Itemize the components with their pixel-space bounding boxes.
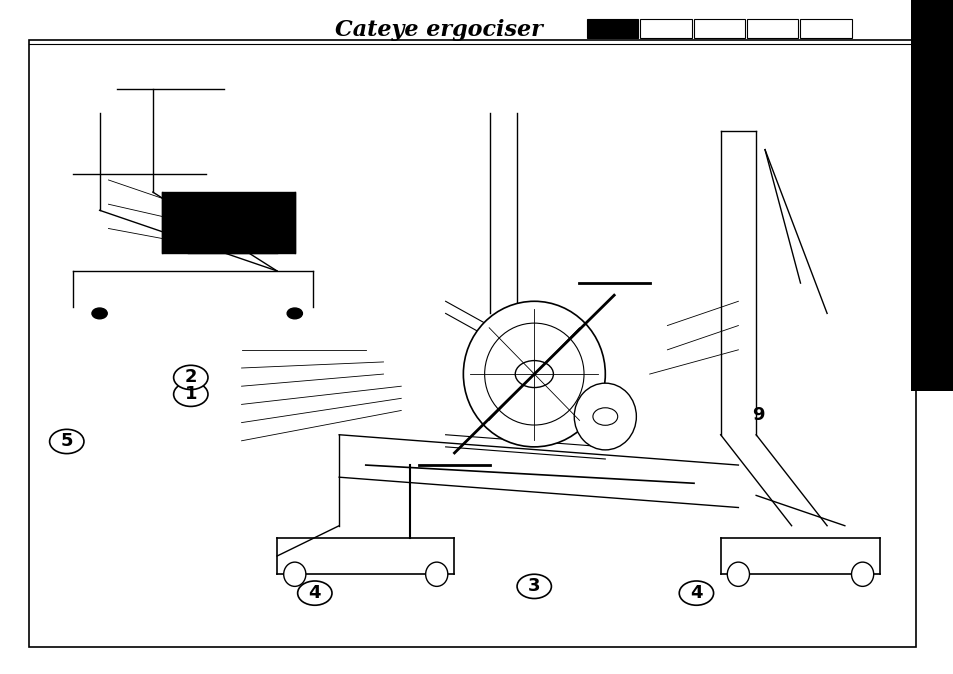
Bar bbox=[639, 19, 691, 38]
Text: 4: 4 bbox=[689, 584, 702, 602]
Text: 9: 9 bbox=[751, 406, 764, 423]
Ellipse shape bbox=[425, 562, 447, 586]
Circle shape bbox=[91, 308, 107, 319]
Ellipse shape bbox=[574, 383, 636, 450]
Bar bbox=[586, 19, 638, 38]
Ellipse shape bbox=[463, 301, 604, 447]
Circle shape bbox=[297, 581, 332, 605]
Ellipse shape bbox=[726, 562, 749, 586]
Text: 4: 4 bbox=[308, 584, 321, 602]
Ellipse shape bbox=[283, 562, 306, 586]
Circle shape bbox=[592, 408, 618, 425]
Circle shape bbox=[287, 308, 302, 319]
Circle shape bbox=[679, 581, 713, 605]
Circle shape bbox=[515, 361, 553, 388]
Text: 3: 3 bbox=[527, 578, 540, 595]
Bar bbox=[910, 0, 953, 391]
Text: Cateye ergociser: Cateye ergociser bbox=[335, 20, 542, 41]
Bar bbox=[746, 19, 798, 38]
Text: 1: 1 bbox=[184, 386, 197, 403]
Circle shape bbox=[173, 365, 208, 390]
Circle shape bbox=[173, 382, 208, 406]
Circle shape bbox=[50, 429, 84, 454]
Ellipse shape bbox=[851, 562, 873, 586]
Text: 5: 5 bbox=[60, 433, 73, 450]
Bar bbox=[693, 19, 744, 38]
Circle shape bbox=[517, 574, 551, 599]
Polygon shape bbox=[162, 192, 294, 253]
Ellipse shape bbox=[484, 323, 583, 425]
Bar bbox=[800, 19, 851, 38]
Text: 2: 2 bbox=[184, 369, 197, 386]
